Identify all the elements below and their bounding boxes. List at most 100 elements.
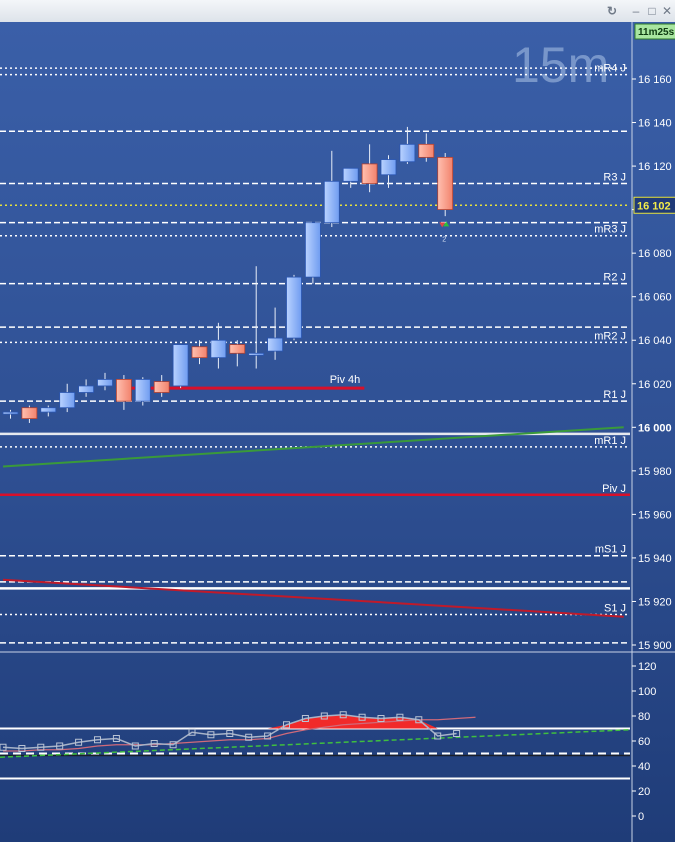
current-price-badge <box>633 196 675 214</box>
candle-bull[interactable] <box>210 339 227 359</box>
price-tick-label: 16 120 <box>638 161 672 173</box>
price-tick-label: 16 060 <box>638 292 672 304</box>
candles: 2 <box>2 126 454 423</box>
candle-bear[interactable] <box>229 344 246 354</box>
candle-bull[interactable] <box>134 379 151 402</box>
osc-trend-line <box>0 729 631 758</box>
osc-point <box>188 728 196 736</box>
osc-point <box>396 713 404 721</box>
close-icon[interactable]: ✕ <box>661 4 673 18</box>
osc-tick-label: 100 <box>638 686 656 698</box>
level-label: R3 J <box>603 171 626 183</box>
osc-point <box>245 733 253 741</box>
candle-bull[interactable] <box>399 143 416 163</box>
osc-point <box>94 736 101 744</box>
trend-line <box>2 578 624 618</box>
osc-point <box>131 742 139 750</box>
current-price-text: 16 102 <box>637 200 671 212</box>
osc-point <box>339 711 347 719</box>
level-label: Piv J <box>602 483 626 495</box>
candle-bull[interactable] <box>2 411 19 415</box>
candle-bull[interactable] <box>172 344 189 387</box>
osc-point <box>283 721 290 729</box>
candle-bear[interactable] <box>191 346 208 359</box>
osc-point <box>264 732 272 740</box>
oscillator-axis: 120 100 80 60 40 20 0 <box>632 661 656 823</box>
osc-point <box>37 743 45 751</box>
minimize-icon[interactable]: – <box>632 4 640 18</box>
candle-bear[interactable] <box>153 381 170 393</box>
osc-point <box>415 716 423 724</box>
price-tick-label: 16 160 <box>638 74 672 86</box>
piv-4h-label: Piv 4h <box>330 374 361 386</box>
osc-point <box>226 730 234 737</box>
candle-bull[interactable] <box>286 276 302 339</box>
osc-tick-label: 60 <box>638 736 650 748</box>
level-label: mR2 J <box>594 330 626 342</box>
price-tick-label: 16 080 <box>638 248 672 260</box>
price-tick-label: 15 900 <box>638 640 672 652</box>
candle-bull[interactable] <box>342 167 359 182</box>
osc-tick-label: 80 <box>638 711 650 723</box>
countdown-badge: 11m25s <box>634 23 675 40</box>
window-toolbar: ↻ – □ ✕ <box>0 0 675 23</box>
price-tick-label: 15 980 <box>638 466 672 478</box>
candle-bull[interactable] <box>380 159 397 176</box>
oscillator-pane <box>0 711 631 780</box>
candle-bull[interactable] <box>304 222 321 278</box>
osc-point <box>18 745 26 752</box>
osc-signal-line <box>3 716 476 752</box>
price-tick-label: 15 920 <box>638 596 672 608</box>
sell-arrow-icon <box>439 222 446 228</box>
candle-bear[interactable] <box>418 143 435 158</box>
candle-bear[interactable] <box>21 407 38 420</box>
candle-bear[interactable] <box>437 156 454 211</box>
osc-point <box>358 713 366 721</box>
candle-bear[interactable] <box>116 379 132 402</box>
maximize-icon[interactable]: □ <box>648 4 656 18</box>
candle-bull[interactable] <box>40 407 57 413</box>
osc-point <box>56 742 64 750</box>
osc-point <box>453 730 461 737</box>
level-label: mS1 J <box>595 544 626 556</box>
candle-bull[interactable] <box>78 385 94 393</box>
trend-lines <box>2 426 624 618</box>
candle-bull[interactable] <box>248 352 265 356</box>
trend-line <box>2 426 624 468</box>
osc-point <box>434 732 442 740</box>
osc-point <box>377 715 385 722</box>
level-label: mR1 J <box>594 435 626 447</box>
osc-point <box>75 738 83 746</box>
price-tick-label: 15 960 <box>638 509 672 521</box>
candle-bull[interactable] <box>97 379 113 387</box>
osc-tick-label: 20 <box>638 786 650 798</box>
osc-tick-label: 40 <box>638 761 650 773</box>
signal-count: 2 <box>442 236 446 243</box>
candle-bull[interactable] <box>59 392 76 409</box>
osc-point <box>0 743 7 751</box>
osc-point <box>112 735 120 742</box>
osc-point <box>320 712 328 720</box>
price-tick-label: 16 040 <box>638 335 672 347</box>
osc-main-line <box>2 713 457 750</box>
countdown-text: 11m25s <box>638 27 675 38</box>
level-label: R1 J <box>603 389 626 401</box>
level-label: R2 J <box>603 272 626 284</box>
price-tick-label: 16 020 <box>638 379 672 391</box>
refresh-icon[interactable]: ↻ <box>606 4 618 18</box>
countdown-box <box>634 23 675 40</box>
osc-point <box>150 740 158 747</box>
osc-tick-label: 0 <box>638 811 644 823</box>
candle-bull[interactable] <box>267 337 284 352</box>
osc-point <box>207 731 215 739</box>
timeframe-watermark: 15m <box>512 37 609 93</box>
osc-tick-label: 120 <box>638 661 656 673</box>
buy-arrow-icon <box>443 221 450 227</box>
candle-bear[interactable] <box>361 163 378 184</box>
price-tick-label: 16 140 <box>638 118 672 130</box>
candle-bull[interactable] <box>323 180 340 224</box>
level-label: mR3 J <box>594 224 626 236</box>
